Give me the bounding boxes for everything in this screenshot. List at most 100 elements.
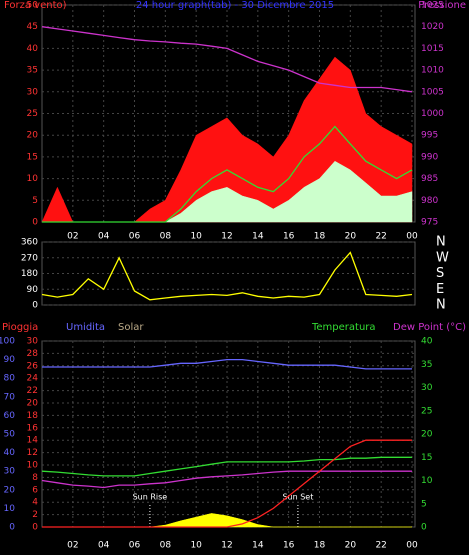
x-tick-label: 16 [283,541,295,551]
y-tick-label: 35 [27,66,38,76]
x-tick-label: 04 [98,541,110,551]
y-tick-label: 0 [32,523,38,533]
series-line [41,26,413,93]
y3-tick-label: 0 [9,523,15,533]
y3-tick-label: 60 [4,411,16,421]
y-tick-label: 30 [27,87,39,97]
plot-area [41,340,416,528]
y3-tick-label: 30 [4,467,16,477]
y-tick-label: 360 [21,238,38,248]
series-line [41,251,413,301]
x-tick-label: 10 [190,541,202,551]
legend-label: Solar [118,322,144,333]
y2-tick-label: 1000 [421,109,444,119]
x-tick-label: 00 [406,541,418,551]
x-tick-label: 20 [345,541,357,551]
y2-tick-label: 995 [421,131,438,141]
legend-label: Umidita [66,322,105,333]
x-tick-label: 14 [252,541,264,551]
legend-label: Dew Point (°C) [393,322,466,333]
y-tick-label: 180 [21,269,38,279]
y-tick-label: 0 [32,301,38,311]
y2-tick-label: 1005 [421,87,444,97]
x-tick-label: 06 [129,232,141,242]
y-tick-label: 10 [27,461,39,471]
x-tick-label: 20 [345,232,357,242]
y2-tick-label: 20 [421,430,433,440]
y-tick-label: 40 [27,44,39,54]
y2-tick-label: 5 [421,499,427,509]
y-tick-label: 16 [27,423,39,433]
x-tick-label: 02 [67,232,78,242]
x-tick-label: 18 [314,232,326,242]
y-tick-label: 2 [32,510,38,520]
x-tick-label: 16 [283,232,295,242]
y2-tick-label: 1020 [421,22,444,32]
y2-tick-label: 35 [421,360,432,370]
y-tick-label: 22 [27,386,38,396]
x-tick-label: 22 [375,541,386,551]
series-line [41,456,412,477]
y-tick-label: 0 [32,218,38,228]
y2-tick-label: 975 [421,218,438,228]
y3-tick-label: 90 [4,355,16,365]
y-tick-label: 10 [27,174,39,184]
x-tick-label: 02 [67,541,78,551]
y2-tick-label: N [436,235,446,250]
x-tick-label: 12 [221,541,232,551]
x-tick-label: 08 [160,232,172,242]
y3-tick-label: 70 [4,392,16,402]
y2-tick-label: 10 [421,476,433,486]
x-tick-label: 00 [406,232,418,242]
y2-tick-label: 0 [421,523,427,533]
y2-tick-label: E [436,282,444,297]
series-line [42,125,413,223]
y-tick-label: 12 [27,448,38,458]
y-tick-label: 26 [27,361,39,371]
y3-tick-label: 80 [4,374,16,384]
y2-tick-label: 25 [421,406,432,416]
legend-label: Pioggia [2,322,38,333]
y2-tick-label: 1015 [421,44,444,54]
x-tick-label: 10 [190,232,202,242]
y-tick-label: 14 [27,436,39,446]
y-tick-label: 90 [27,285,39,295]
x-tick-label: 14 [252,232,264,242]
y2-tick-label: 15 [421,453,432,463]
y2-tick-label: 1025 [421,1,444,11]
series-line [42,358,412,370]
y3-tick-label: 100 [0,337,15,347]
y-tick-label: 15 [27,152,38,162]
legend-label: Temperatura [311,322,376,333]
y-tick-label: 18 [27,411,39,421]
x-tick-label: 04 [98,232,110,242]
y2-tick-label: 1010 [421,66,444,76]
x-tick-label: 06 [129,541,141,551]
y2-tick-label: 980 [421,196,438,206]
annotation: Sun Set [282,493,313,502]
y3-tick-label: 20 [4,485,16,495]
y3-tick-label: 10 [4,504,16,514]
x-tick-label: 22 [375,232,386,242]
y3-tick-label: 50 [4,430,16,440]
y-tick-label: 30 [27,337,39,347]
y-tick-label: 5 [32,196,38,206]
y-tick-label: 8 [32,473,38,483]
y-tick-label: 6 [32,485,38,495]
annotation: Sun Rise [133,493,168,502]
y-tick-label: 45 [27,22,38,32]
y2-tick-label: W [436,250,449,265]
y-tick-label: 24 [27,374,39,384]
y2-tick-label: N [436,298,446,313]
y-tick-label: 4 [32,498,38,508]
y2-tick-label: 990 [421,152,438,162]
y3-tick-label: 40 [4,448,16,458]
axis-label: Forza vento) [4,0,67,11]
y-tick-label: 270 [21,253,38,263]
y2-tick-label: 30 [421,383,433,393]
series-line [41,470,412,489]
y-tick-label: 50 [27,1,39,11]
x-tick-label: 18 [314,541,326,551]
y-tick-label: 20 [27,399,39,409]
